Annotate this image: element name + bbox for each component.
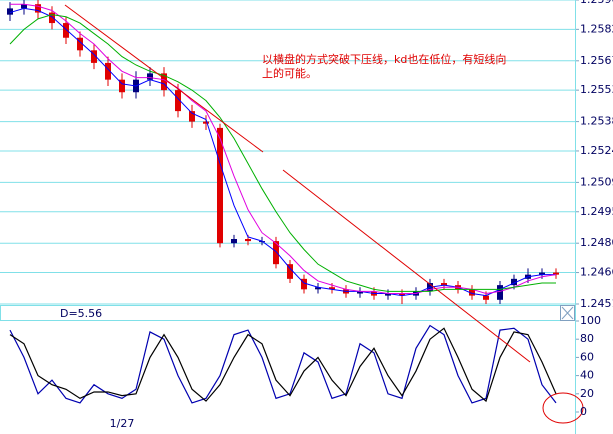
- candle-body: [105, 62, 111, 80]
- candle-body: [483, 295, 489, 300]
- y-tick-label: 1.2509: [580, 175, 613, 188]
- y-tick-label: 0: [580, 405, 587, 418]
- y-tick-label: 1.2582: [580, 22, 613, 35]
- candle-body: [287, 264, 293, 279]
- candle-body: [441, 283, 447, 286]
- candle-body: [203, 121, 209, 124]
- y-tick-label: 20: [580, 387, 594, 400]
- candle-body: [175, 90, 181, 112]
- candle-body: [301, 278, 307, 290]
- indicator-label: D=5.56: [60, 307, 102, 320]
- y-tick-label: 1.2466: [580, 266, 613, 279]
- candle-body: [147, 73, 153, 80]
- y-tick-label: 100: [580, 314, 601, 327]
- candle-body: [21, 4, 27, 9]
- y-tick-label: 1.2553: [580, 83, 613, 96]
- y-tick-label: 40: [580, 369, 594, 382]
- candle-body: [49, 12, 55, 24]
- candle-body: [77, 37, 83, 51]
- trend-line: [282, 169, 531, 363]
- candle-body: [399, 293, 405, 296]
- candle-body: [497, 285, 503, 300]
- x-tick-label: 1/27: [110, 417, 135, 430]
- candle-body: [539, 272, 545, 275]
- indicator-line: [9, 327, 557, 403]
- candle-body: [245, 239, 251, 242]
- candle-body: [469, 289, 475, 296]
- candle-body: [231, 239, 237, 244]
- trend-line: [64, 4, 264, 153]
- candle-body: [161, 73, 167, 91]
- plot-layer: [0, 0, 579, 413]
- moving-average-line: [10, 3, 557, 295]
- moving-average-line: [9, 14, 556, 292]
- y-tick-label: 1.2524: [580, 144, 613, 157]
- candle-body: [385, 293, 391, 296]
- y-tick-label: 80: [580, 332, 594, 345]
- candle-body: [511, 278, 517, 286]
- indicator-line: [9, 324, 557, 404]
- candle-body: [315, 287, 321, 290]
- y-tick-label: 1.2495: [580, 205, 613, 218]
- close-icon[interactable]: [561, 306, 574, 320]
- y-tick-label: 1.2538: [580, 115, 613, 128]
- candle-body: [273, 241, 279, 265]
- y-tick-label: 1.2480: [580, 236, 613, 249]
- annotation: 以横盘的方式突破下压线，kd也在低位，有短线向: [262, 52, 506, 66]
- candle-body: [553, 272, 559, 275]
- candle-body: [189, 111, 195, 122]
- highlight-circle: [542, 392, 584, 424]
- y-tick-label: 60: [580, 350, 594, 363]
- annotation: 上的可能。: [262, 66, 317, 80]
- y-tick-label: 1.2596: [580, 0, 613, 6]
- close-box[interactable]: [560, 305, 575, 321]
- candle-body: [217, 127, 223, 244]
- moving-average-line: [9, 7, 556, 297]
- y-tick-label: 1.2567: [580, 54, 613, 67]
- candle-body: [91, 50, 97, 63]
- candle-body: [357, 291, 363, 294]
- candle-body: [329, 287, 335, 290]
- candle-body: [7, 8, 13, 15]
- candle-body: [63, 23, 69, 38]
- candle-body: [35, 4, 41, 13]
- candle-body: [119, 79, 125, 93]
